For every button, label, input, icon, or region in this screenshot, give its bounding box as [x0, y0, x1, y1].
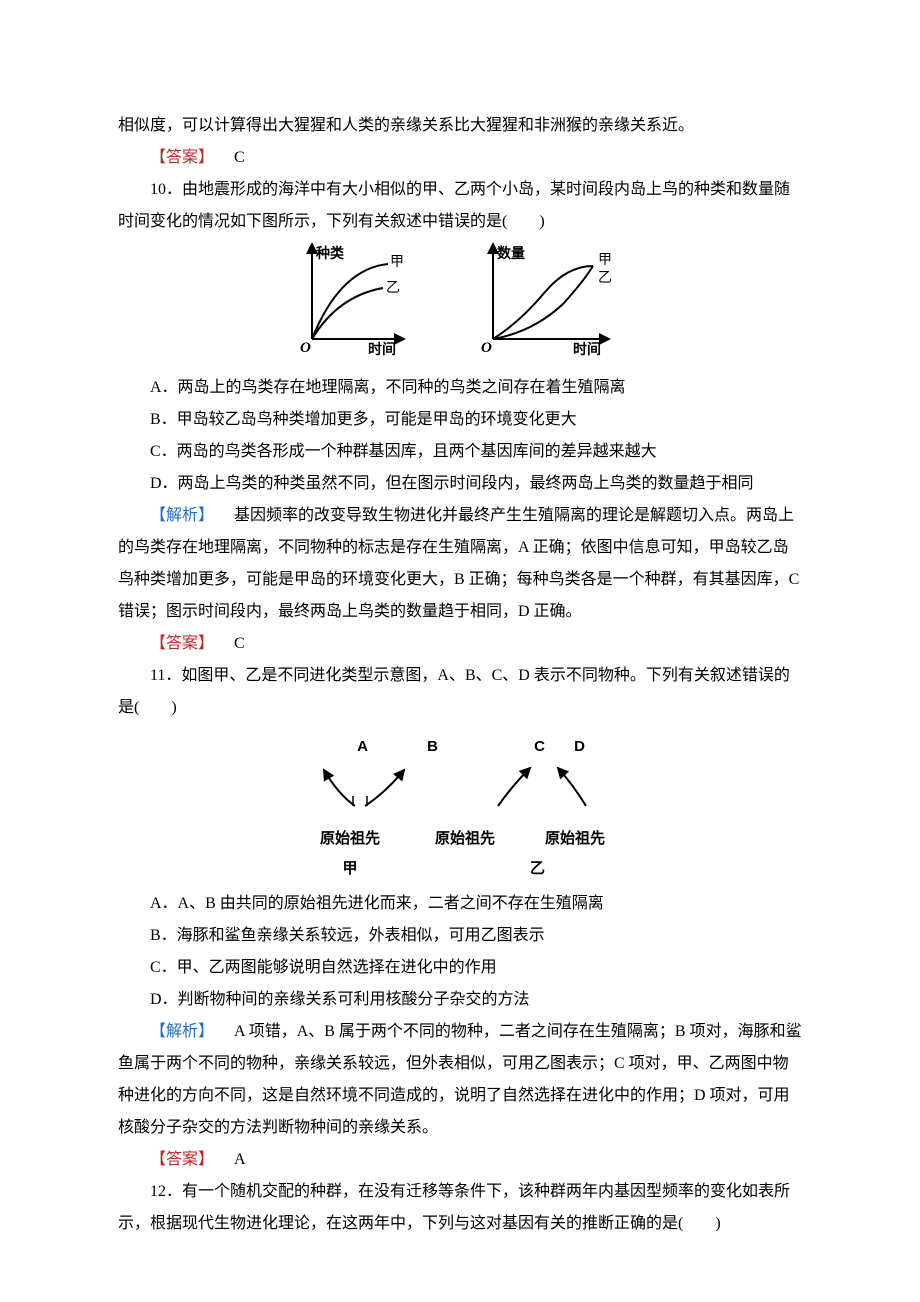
analysis-label: 【解析】 [150, 1023, 214, 1040]
q10-chart-right-svg: 数量 甲 乙 O 时间 [475, 244, 630, 356]
q10-left-jia: 甲 [390, 255, 404, 270]
q10-chart-left: 种类 甲 乙 O 时间 [290, 244, 425, 368]
q10-right-xlabel: 时间 [573, 341, 601, 357]
q11-ancestor-1: 原始祖先 [290, 824, 410, 854]
q9-answer-value [218, 149, 234, 166]
q11-lbl-b: B [390, 732, 475, 762]
answer-label: 【答案】 [150, 635, 214, 652]
q11-figure: A B C D 原始祖先 [118, 732, 802, 884]
q10-right-yi: 乙 [598, 270, 612, 286]
q11-stem: 11．如图甲、乙是不同进化类型示意图，A、B、C、D 表示不同物种。下列有关叙述… [118, 660, 802, 724]
q10-opt-b: B．甲岛较乙岛鸟种类增加更多，可能是甲岛的环境变化更大 [118, 404, 802, 436]
q10-analysis: 【解析】 基因频率的改变导致生物进化并最终产生生殖隔离的理论是解题切入点。两岛上… [118, 500, 802, 628]
q10-stem-close: ) [539, 213, 544, 230]
q10-answer: C [234, 635, 245, 652]
q10-chart-left-svg: 种类 甲 乙 O 时间 [290, 244, 425, 356]
q11-ancestor-3: 原始祖先 [520, 824, 630, 854]
q10-left-xlabel: 时间 [368, 341, 396, 357]
q11-lbl-a: A [335, 732, 390, 762]
analysis-label: 【解析】 [150, 507, 214, 524]
q11-opt-d: D．判断物种间的亲缘关系可利用核酸分子杂交的方法 [118, 984, 802, 1016]
q11-stem-close: ) [171, 699, 176, 716]
top-continuation-line: 相似度，可以计算得出大猩猩和人类的亲缘关系比大猩猩和非洲猴的亲缘关系近。 [118, 110, 802, 142]
q11-analysis: 【解析】 A 项错，A、B 属于两个不同的物种，二者之间存在生殖隔离；B 项对，… [118, 1016, 802, 1144]
q11-lbl-c: C [475, 732, 545, 762]
q11-yi: 乙 [520, 854, 630, 884]
q11-opt-a: A．A、B 由共同的原始祖先进化而来，二者之间不存在生殖隔离 [118, 888, 802, 920]
q11-lbl-d: D [545, 732, 585, 762]
q12-stem-close: ) [715, 1215, 720, 1232]
q10-opt-a: A．两岛上的鸟类存在地理隔离，不同种的鸟类之间存在着生殖隔离 [118, 372, 802, 404]
q11-stem-text: 11．如图甲、乙是不同进化类型示意图，A、B、C、D 表示不同物种。下列有关叙述… [118, 667, 790, 716]
q10-left-yi: 乙 [386, 280, 400, 296]
q10-left-o: O [300, 340, 311, 356]
q9-answer-line: 【答案】 C [118, 142, 802, 174]
answer-label: 【答案】 [150, 1151, 214, 1168]
q12-stem: 12．有一个随机交配的种群，在没有迁移等条件下，该种群两年内基因型频率的变化如表… [118, 1176, 802, 1240]
q10-answer-line: 【答案】 C [118, 628, 802, 660]
q11-svg [290, 762, 630, 812]
q10-right-o: O [481, 340, 492, 356]
q10-chart-right: 数量 甲 乙 O 时间 [475, 244, 630, 368]
q10-figure: 种类 甲 乙 O 时间 数量 甲 乙 [118, 244, 802, 368]
q12-stem-text: 12．有一个随机交配的种群，在没有迁移等条件下，该种群两年内基因型频率的变化如表… [118, 1183, 790, 1232]
page: 相似度，可以计算得出大猩猩和人类的亲缘关系比大猩猩和非洲猴的亲缘关系近。 【答案… [0, 0, 920, 1302]
q10-opt-d: D．两岛上鸟类的种类虽然不同，但在图示时间段内，最终两岛上鸟类的数量趋于相同 [118, 468, 802, 500]
q11-answer: A [234, 1151, 246, 1168]
q10-right-ylabel: 数量 [497, 245, 525, 261]
q11-opt-c: C．甲、乙两图能够说明自然选择在进化中的作用 [118, 952, 802, 984]
answer-label: 【答案】 [150, 149, 214, 166]
q9-answer: C [234, 149, 245, 166]
q10-left-ylabel: 种类 [315, 245, 345, 261]
q10-stem: 10．由地震形成的海洋中有大小相似的甲、乙两个小岛，某时间段内岛上鸟的种类和数量… [118, 174, 802, 238]
q11-jia: 甲 [290, 854, 410, 884]
q11-answer-line: 【答案】 A [118, 1144, 802, 1176]
q10-stem-text: 10．由地震形成的海洋中有大小相似的甲、乙两个小岛，某时间段内岛上鸟的种类和数量… [118, 181, 790, 230]
q11-ancestor-2: 原始祖先 [410, 824, 520, 854]
q10-right-jia: 甲 [598, 253, 612, 268]
q10-opt-c: C．两岛的鸟类各形成一个种群基因库，且两个基因库间的差异越来越大 [118, 436, 802, 468]
q11-opt-b: B．海豚和鲨鱼亲缘关系较远，外表相似，可用乙图表示 [118, 920, 802, 952]
